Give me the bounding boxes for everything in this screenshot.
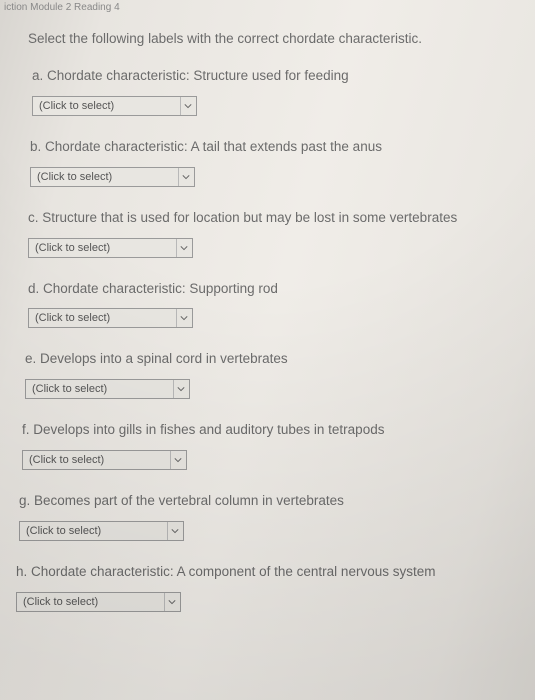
breadcrumb: iction Module 2 Reading 4: [0, 0, 124, 15]
quiz-content: Select the following labels with the cor…: [0, 0, 535, 654]
select-d[interactable]: (Click to select): [28, 308, 193, 328]
chevron-down-icon: [176, 239, 190, 257]
select-placeholder: (Click to select): [35, 312, 110, 324]
question-text-b: b. Chordate characteristic: A tail that …: [30, 138, 513, 157]
question-text-g: g. Becomes part of the vertebral column …: [19, 492, 513, 511]
chevron-down-icon: [178, 168, 192, 186]
select-e[interactable]: (Click to select): [25, 379, 190, 399]
select-placeholder: (Click to select): [39, 100, 114, 112]
chevron-down-icon: [176, 309, 190, 327]
select-c[interactable]: (Click to select): [28, 238, 193, 258]
question-text-d: d. Chordate characteristic: Supporting r…: [28, 280, 513, 299]
select-placeholder: (Click to select): [32, 383, 107, 395]
question-text-f: f. Develops into gills in fishes and aud…: [22, 421, 513, 440]
select-placeholder: (Click to select): [29, 454, 104, 466]
chevron-down-icon: [167, 522, 181, 540]
chevron-down-icon: [164, 593, 178, 611]
select-b[interactable]: (Click to select): [30, 167, 195, 187]
chevron-down-icon: [173, 380, 187, 398]
select-g[interactable]: (Click to select): [19, 521, 184, 541]
chevron-down-icon: [180, 97, 194, 115]
instruction-text: Select the following labels with the cor…: [28, 30, 513, 49]
select-a[interactable]: (Click to select): [32, 96, 197, 116]
question-text-c: c. Structure that is used for location b…: [28, 209, 513, 228]
question-text-e: e. Develops into a spinal cord in verteb…: [25, 350, 513, 369]
select-h[interactable]: (Click to select): [16, 592, 181, 612]
select-placeholder: (Click to select): [37, 171, 112, 183]
select-placeholder: (Click to select): [35, 242, 110, 254]
select-f[interactable]: (Click to select): [22, 450, 187, 470]
question-text-a: a. Chordate characteristic: Structure us…: [32, 67, 513, 86]
questions-container: a. Chordate characteristic: Structure us…: [28, 67, 513, 612]
chevron-down-icon: [170, 451, 184, 469]
question-text-h: h. Chordate characteristic: A component …: [16, 563, 513, 582]
select-placeholder: (Click to select): [26, 525, 101, 537]
select-placeholder: (Click to select): [23, 596, 98, 608]
